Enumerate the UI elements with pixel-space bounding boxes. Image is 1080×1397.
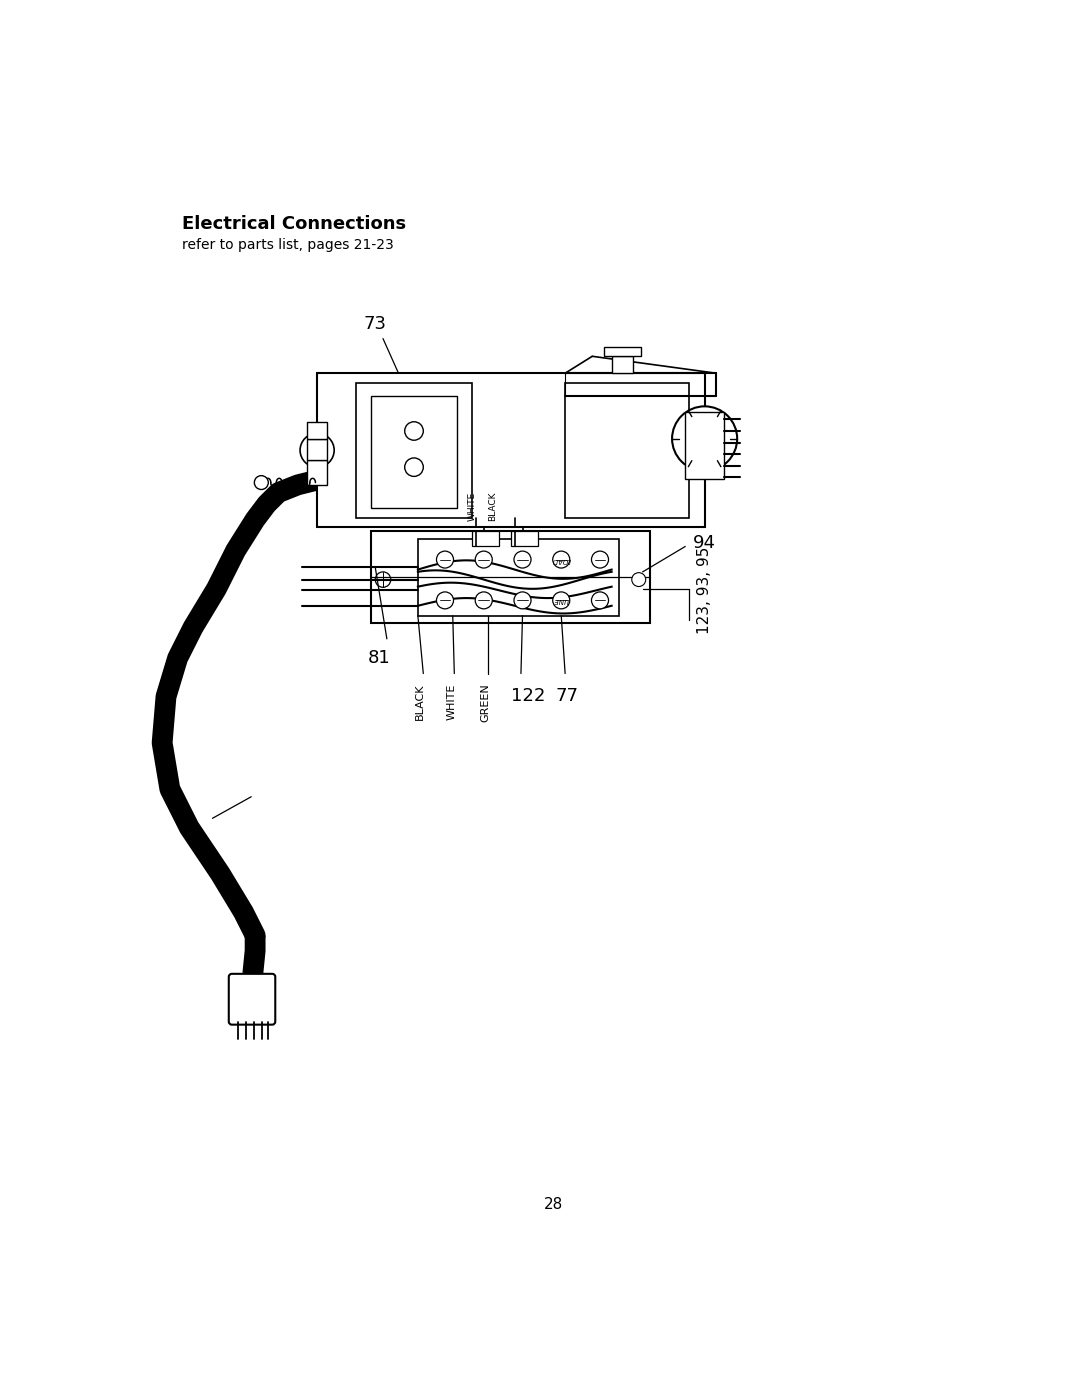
Bar xyxy=(472,531,499,546)
Bar xyxy=(307,460,327,485)
Bar xyxy=(356,383,472,518)
Text: 123, 93, 95: 123, 93, 95 xyxy=(697,546,712,634)
Circle shape xyxy=(475,550,492,569)
Text: 122: 122 xyxy=(511,687,545,705)
Bar xyxy=(307,439,327,460)
Text: WHITE: WHITE xyxy=(446,683,456,719)
Text: 28: 28 xyxy=(544,1197,563,1213)
Circle shape xyxy=(405,422,423,440)
Bar xyxy=(604,346,642,356)
Bar xyxy=(611,356,633,373)
Circle shape xyxy=(405,458,423,476)
Bar xyxy=(685,412,724,479)
Text: 73: 73 xyxy=(364,316,387,334)
Text: 77: 77 xyxy=(555,687,578,705)
Circle shape xyxy=(632,573,646,587)
Circle shape xyxy=(553,550,570,569)
Circle shape xyxy=(592,550,608,569)
Text: BLACK: BLACK xyxy=(415,683,426,719)
Text: BLACK: BLACK xyxy=(488,492,498,521)
Bar xyxy=(318,373,704,527)
Circle shape xyxy=(255,475,268,489)
Circle shape xyxy=(553,592,570,609)
Circle shape xyxy=(514,592,531,609)
Text: 94: 94 xyxy=(693,534,716,552)
Bar xyxy=(418,539,619,616)
Circle shape xyxy=(436,592,454,609)
Bar xyxy=(511,531,538,546)
Circle shape xyxy=(592,592,608,609)
Circle shape xyxy=(475,592,492,609)
Text: Electrical Connections: Electrical Connections xyxy=(181,215,406,233)
Text: LOAD: LOAD xyxy=(552,556,571,563)
Text: refer to parts list, pages 21-23: refer to parts list, pages 21-23 xyxy=(181,239,393,253)
Text: LINE: LINE xyxy=(553,598,569,604)
Text: GREEN: GREEN xyxy=(481,683,490,722)
Circle shape xyxy=(514,550,531,569)
Text: 72: 72 xyxy=(181,826,204,844)
Circle shape xyxy=(672,407,738,471)
Circle shape xyxy=(436,550,454,569)
FancyBboxPatch shape xyxy=(229,974,275,1024)
Text: WHITE: WHITE xyxy=(468,492,476,521)
Bar xyxy=(372,531,650,623)
Bar xyxy=(372,397,457,509)
Bar xyxy=(565,383,689,518)
Text: 81: 81 xyxy=(368,648,391,666)
Bar xyxy=(307,422,327,439)
Circle shape xyxy=(300,433,334,467)
